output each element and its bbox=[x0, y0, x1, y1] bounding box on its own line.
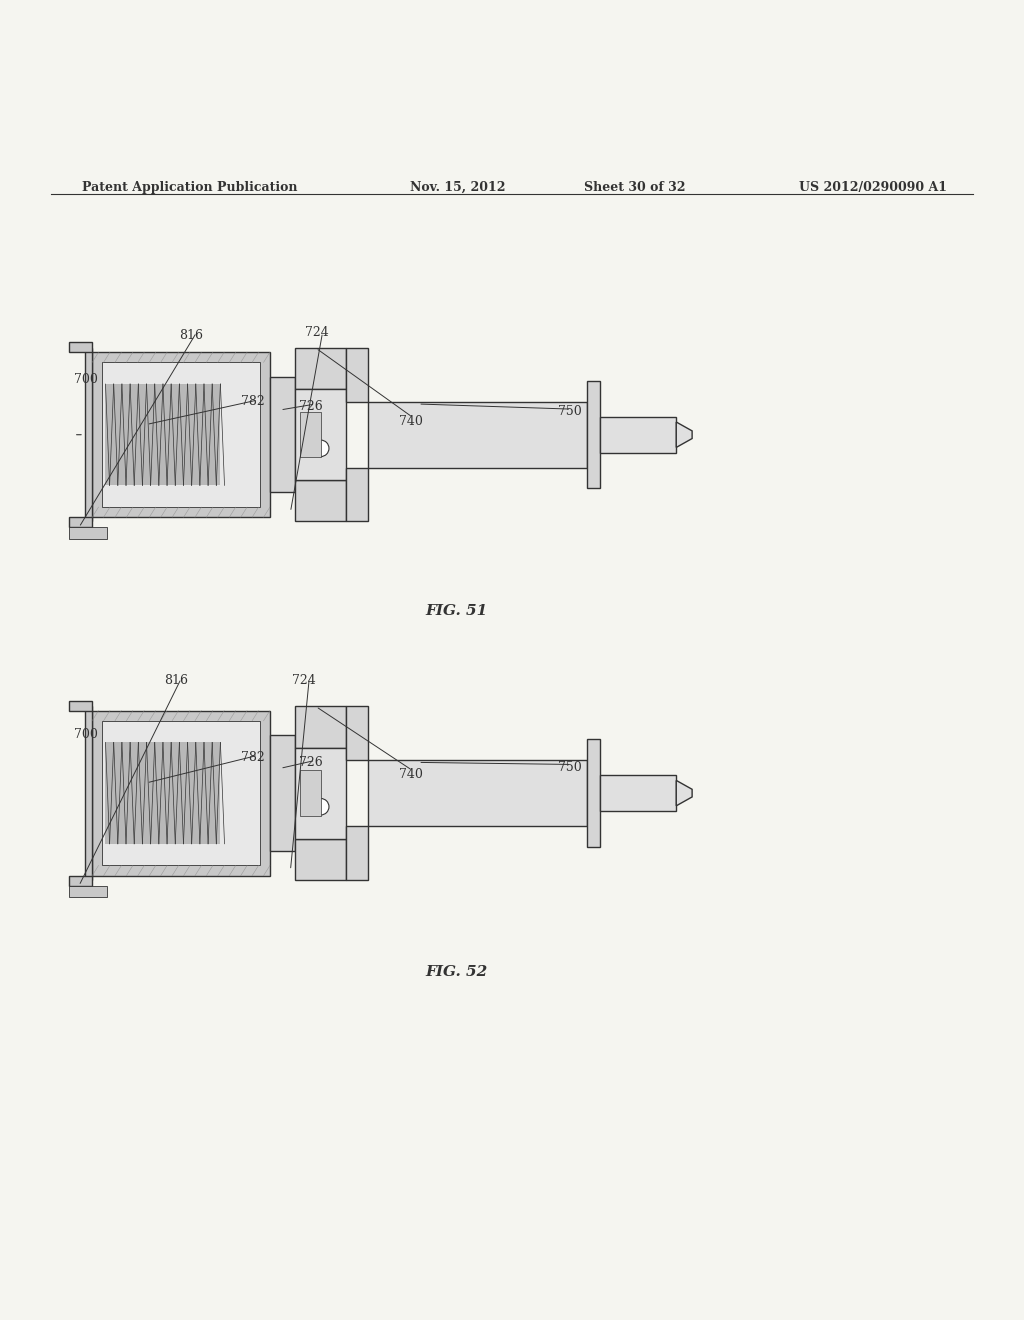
Polygon shape bbox=[588, 739, 600, 846]
Polygon shape bbox=[69, 886, 106, 898]
Polygon shape bbox=[105, 742, 220, 843]
Text: 726: 726 bbox=[299, 756, 323, 768]
Text: Nov. 15, 2012: Nov. 15, 2012 bbox=[410, 181, 505, 194]
Text: 750: 750 bbox=[558, 762, 582, 774]
Text: 750: 750 bbox=[558, 405, 582, 417]
Polygon shape bbox=[295, 747, 346, 838]
Polygon shape bbox=[588, 381, 600, 488]
Text: 816: 816 bbox=[164, 675, 187, 686]
Text: 726: 726 bbox=[299, 400, 323, 413]
Polygon shape bbox=[69, 875, 92, 886]
Polygon shape bbox=[300, 771, 321, 816]
Circle shape bbox=[312, 799, 329, 814]
Polygon shape bbox=[600, 775, 676, 812]
Polygon shape bbox=[676, 422, 692, 447]
Polygon shape bbox=[105, 384, 220, 486]
Text: 700: 700 bbox=[74, 729, 97, 742]
Text: Sheet 30 of 32: Sheet 30 of 32 bbox=[584, 181, 685, 194]
Polygon shape bbox=[270, 378, 295, 492]
Polygon shape bbox=[295, 348, 346, 389]
Polygon shape bbox=[92, 352, 270, 517]
Text: 740: 740 bbox=[399, 414, 423, 428]
Polygon shape bbox=[346, 348, 369, 401]
Polygon shape bbox=[369, 401, 588, 467]
Polygon shape bbox=[69, 527, 106, 539]
Text: Patent Application Publication: Patent Application Publication bbox=[82, 181, 297, 194]
Polygon shape bbox=[69, 517, 92, 527]
Polygon shape bbox=[600, 417, 676, 453]
Text: 782: 782 bbox=[241, 396, 264, 408]
Polygon shape bbox=[346, 467, 369, 521]
Polygon shape bbox=[295, 706, 346, 747]
Polygon shape bbox=[69, 342, 92, 352]
Polygon shape bbox=[270, 735, 295, 851]
Text: 782: 782 bbox=[241, 751, 264, 764]
Polygon shape bbox=[102, 363, 260, 507]
Text: 724: 724 bbox=[305, 326, 329, 339]
Polygon shape bbox=[295, 389, 346, 480]
Polygon shape bbox=[346, 826, 369, 880]
Polygon shape bbox=[676, 780, 692, 805]
Polygon shape bbox=[295, 480, 346, 521]
Polygon shape bbox=[92, 710, 270, 875]
Text: FIG. 51: FIG. 51 bbox=[425, 603, 487, 618]
Polygon shape bbox=[102, 721, 260, 866]
Text: US 2012/0290090 A1: US 2012/0290090 A1 bbox=[799, 181, 947, 194]
Circle shape bbox=[312, 440, 329, 457]
Polygon shape bbox=[295, 838, 346, 880]
Polygon shape bbox=[346, 706, 369, 760]
Polygon shape bbox=[369, 760, 588, 826]
Polygon shape bbox=[300, 412, 321, 458]
Polygon shape bbox=[85, 706, 92, 880]
Polygon shape bbox=[69, 701, 92, 710]
Text: 740: 740 bbox=[399, 768, 423, 781]
Text: FIG. 52: FIG. 52 bbox=[425, 965, 487, 979]
Polygon shape bbox=[85, 348, 92, 521]
Text: 724: 724 bbox=[292, 675, 315, 686]
Text: 700: 700 bbox=[74, 374, 97, 385]
Text: 816: 816 bbox=[179, 329, 203, 342]
